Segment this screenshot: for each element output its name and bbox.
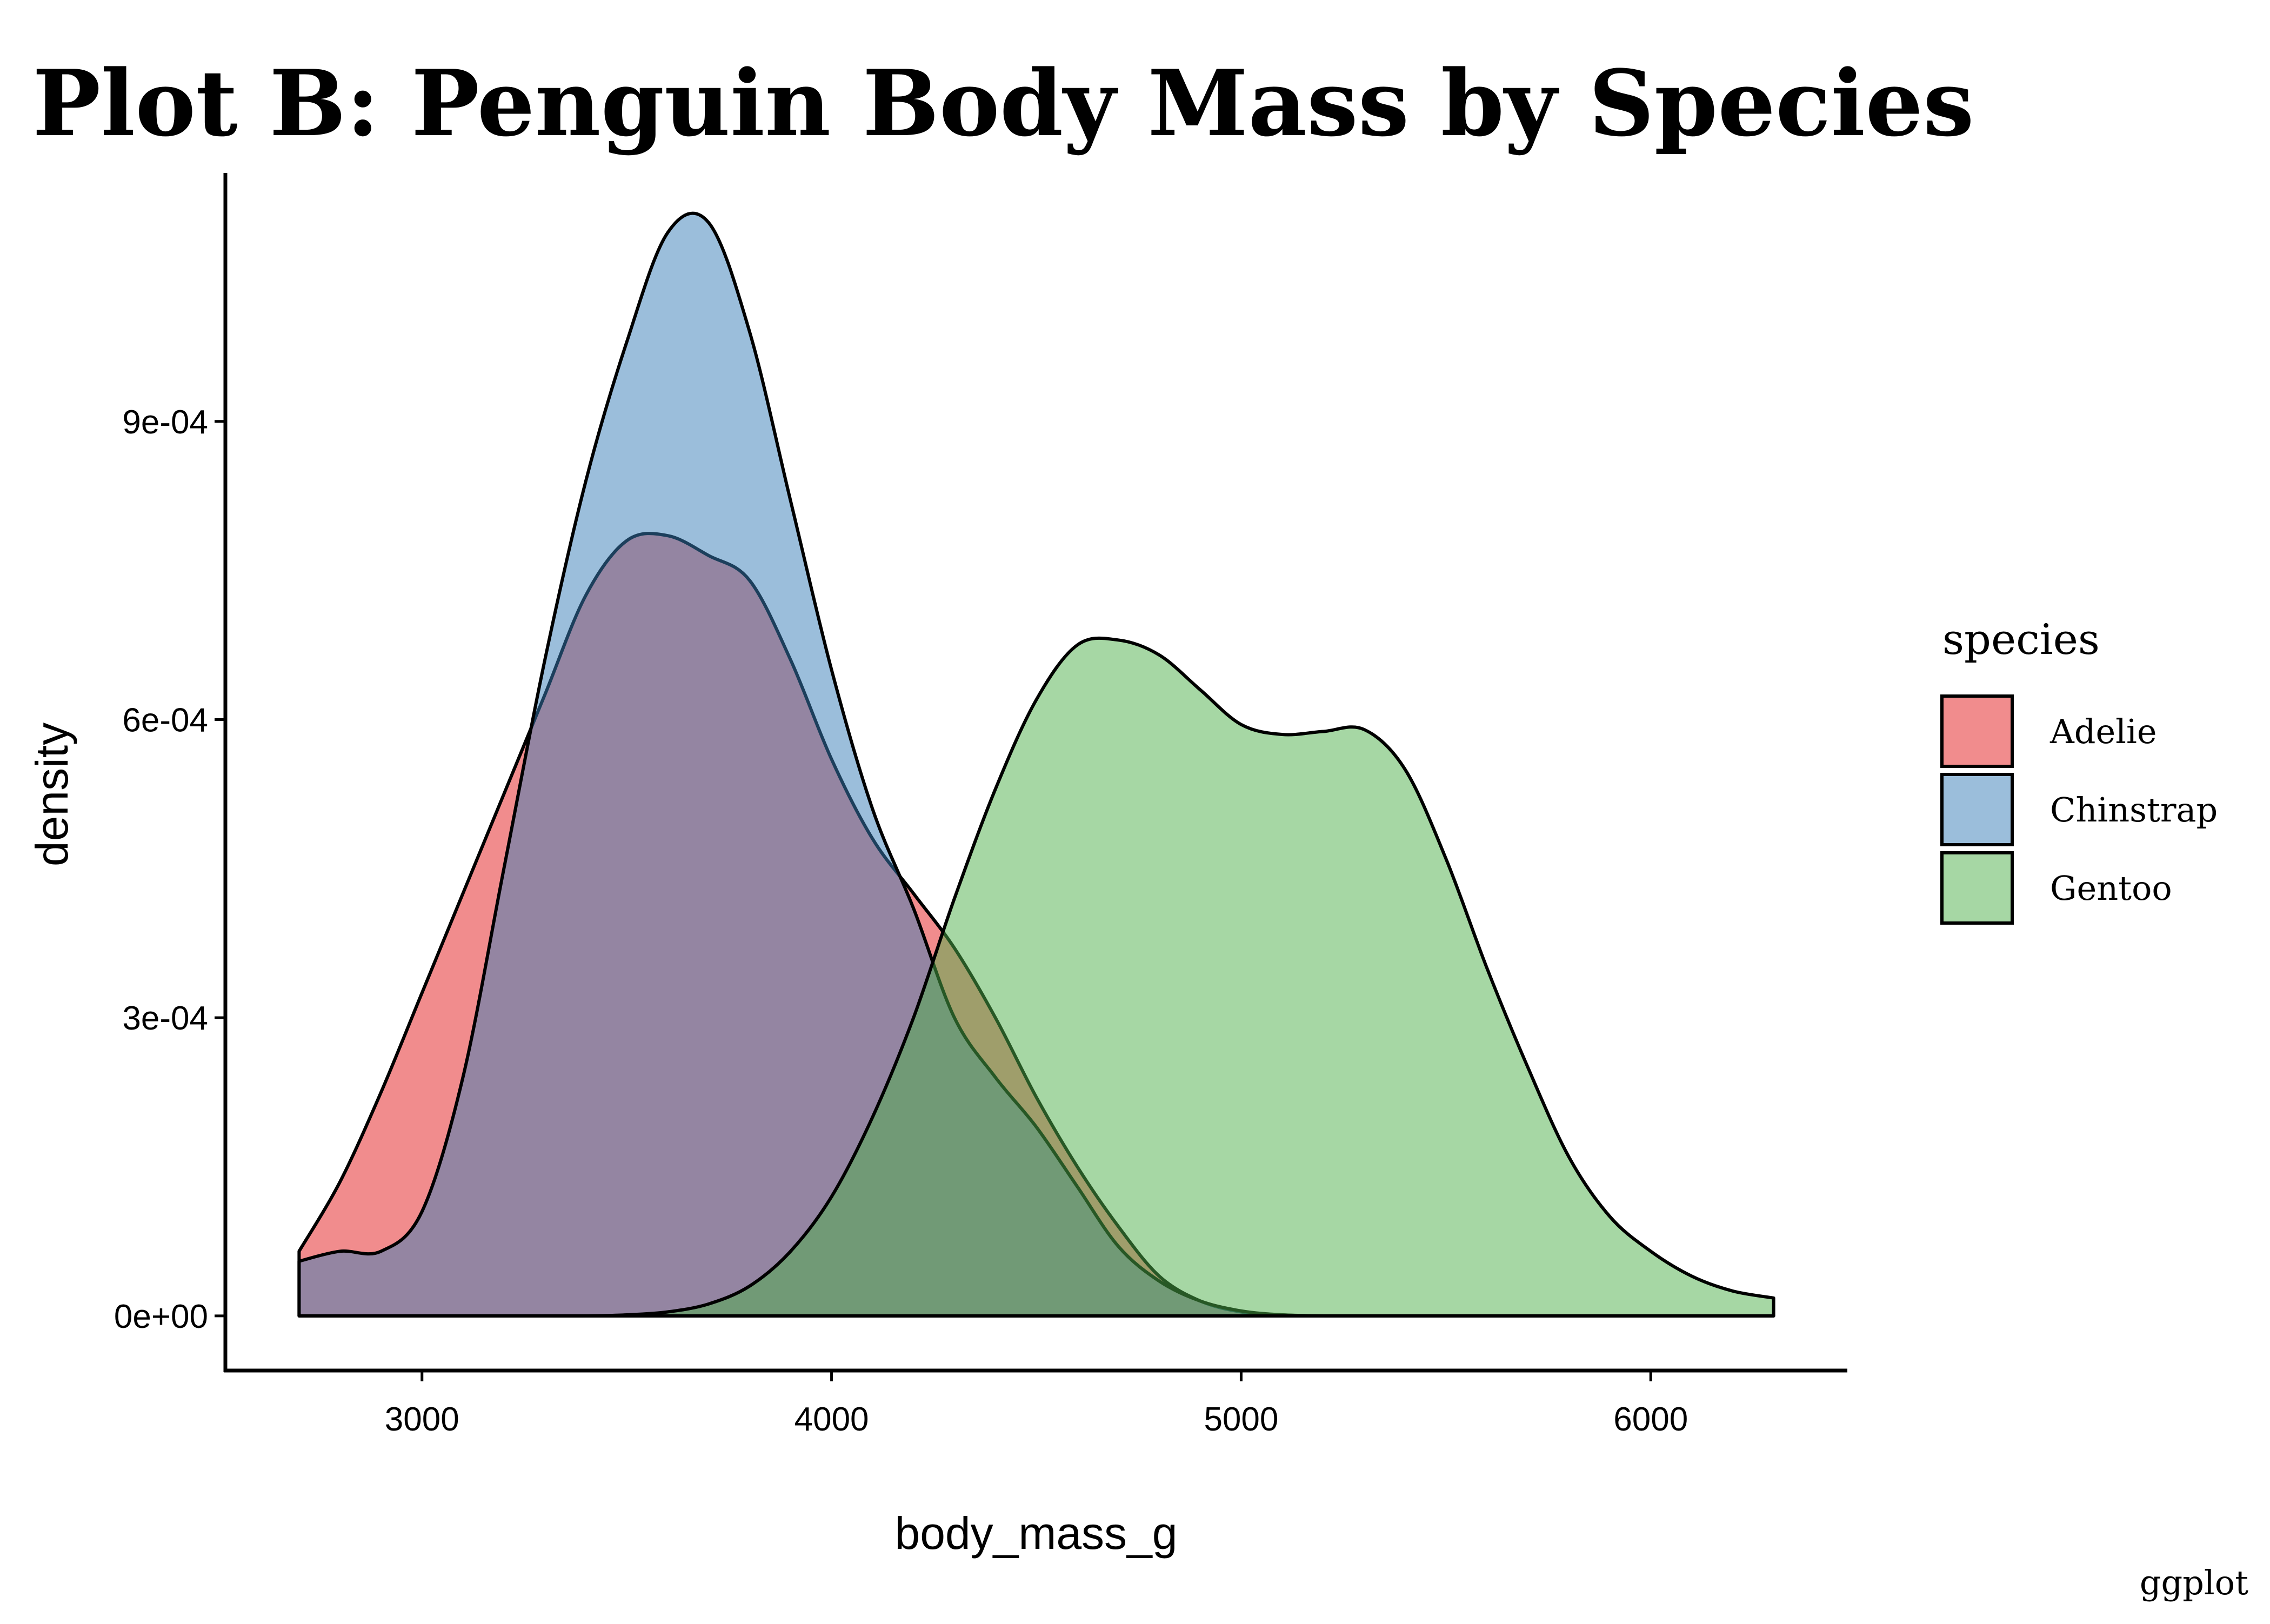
legend-label-gentoo: Gentoo bbox=[2050, 868, 2172, 908]
density-layer bbox=[297, 211, 1775, 1318]
legend-key-chinstrap bbox=[1940, 773, 2014, 846]
y-tick-label: 3e-04 bbox=[122, 1000, 208, 1037]
legend-label-chinstrap: Chinstrap bbox=[2050, 790, 2218, 830]
y-tick-label: 6e-04 bbox=[122, 701, 208, 739]
x-axis-ticks: 3000 4000 5000 6000 bbox=[385, 1371, 1688, 1438]
legend-title: species bbox=[1942, 616, 2100, 664]
density-area-gentoo bbox=[297, 636, 1775, 1318]
y-axis-ticks: 0e+00 3e-04 6e-04 9e-04 bbox=[114, 404, 225, 1335]
legend-key-adelie bbox=[1940, 694, 2014, 768]
x-tick-label: 4000 bbox=[794, 1401, 869, 1438]
caption: ggplot bbox=[2140, 1563, 2248, 1602]
y-tick-label: 0e+00 bbox=[114, 1298, 208, 1335]
legend-label-adelie: Adelie bbox=[2049, 712, 2157, 751]
legend-items: Adelie Chinstrap Gentoo bbox=[1940, 694, 2218, 925]
x-tick-label: 3000 bbox=[385, 1401, 459, 1438]
legend-key-gentoo bbox=[1940, 851, 2014, 925]
x-axis-title: body_mass_g bbox=[895, 1508, 1178, 1559]
legend: species Adelie Chinstrap Gentoo bbox=[1940, 616, 2218, 925]
x-tick-label: 5000 bbox=[1204, 1401, 1278, 1438]
y-axis-title: density bbox=[26, 723, 77, 866]
chart-title: Plot B: Penguin Body Mass by Species bbox=[32, 50, 1974, 157]
y-tick-label: 9e-04 bbox=[122, 404, 208, 441]
x-tick-label: 6000 bbox=[1613, 1401, 1688, 1438]
